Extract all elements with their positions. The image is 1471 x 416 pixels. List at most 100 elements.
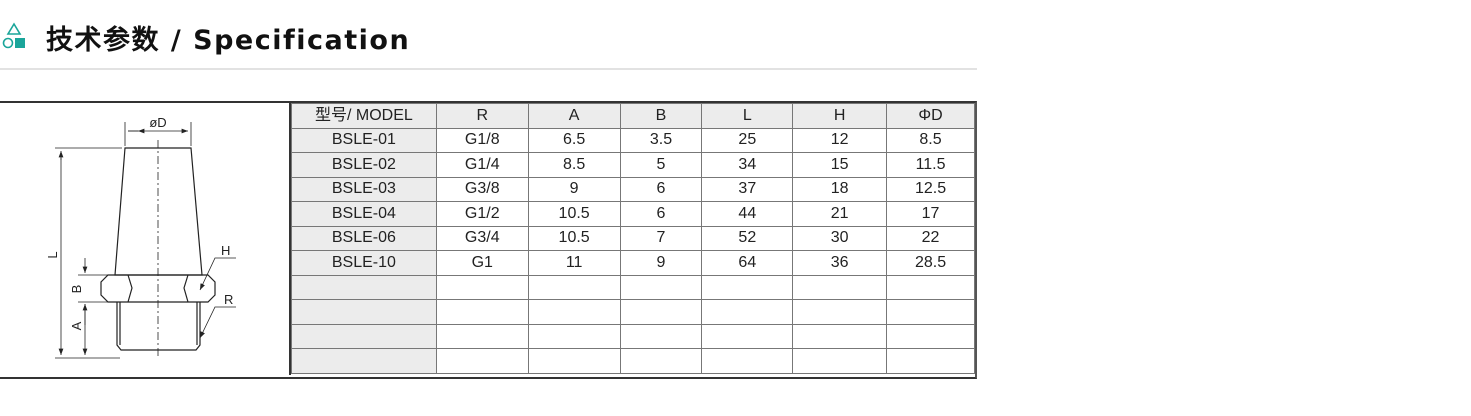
value-cell [619, 348, 703, 374]
table-row: BSLE-01 G1/8 6.5 3.5 25 12 8.5 [291, 127, 975, 153]
spec-panel [0, 101, 977, 379]
value-cell [527, 299, 621, 325]
label-b: B [69, 285, 84, 294]
value-cell [435, 274, 529, 300]
column-header: B [619, 103, 703, 129]
value-cell [435, 299, 529, 325]
value-cell: 52 [701, 225, 794, 251]
model-cell [291, 274, 437, 300]
value-cell: 9 [619, 250, 703, 276]
value-cell: 25 [701, 127, 794, 153]
value-cell [435, 323, 529, 349]
divider [0, 68, 977, 70]
value-cell [886, 274, 975, 300]
cone-body [114, 147, 203, 276]
shapes-icon [2, 22, 25, 49]
value-cell: 8.5 [886, 127, 975, 153]
value-cell [701, 348, 794, 374]
table-row [291, 299, 975, 325]
model-cell: BSLE-04 [291, 201, 437, 227]
value-cell: 6 [619, 176, 703, 202]
value-cell: G1 [435, 250, 529, 276]
value-cell: 28.5 [886, 250, 975, 276]
value-cell: 64 [701, 250, 794, 276]
value-cell: 17 [886, 201, 975, 227]
value-cell: G3/8 [435, 176, 529, 202]
value-cell: 10.5 [527, 225, 621, 251]
value-cell: 15 [792, 152, 888, 178]
value-cell: 7 [619, 225, 703, 251]
value-cell [792, 348, 888, 374]
table-header-row: 型号/ MODEL R A B L H ΦD [291, 103, 975, 129]
value-cell [701, 299, 794, 325]
value-cell [792, 299, 888, 325]
value-cell: 9 [527, 176, 621, 202]
column-header: R [435, 103, 529, 129]
hex-nut [100, 274, 216, 303]
value-cell [792, 274, 888, 300]
value-cell: 6 [619, 201, 703, 227]
model-cell: BSLE-06 [291, 225, 437, 251]
value-cell: 12 [792, 127, 888, 153]
value-cell [527, 323, 621, 349]
label-length: L [45, 251, 60, 258]
value-cell: 21 [792, 201, 888, 227]
value-cell [619, 299, 703, 325]
model-cell: BSLE-01 [291, 127, 437, 153]
label-a: A [69, 321, 84, 330]
value-cell: 22 [886, 225, 975, 251]
value-cell [792, 323, 888, 349]
value-cell [886, 348, 975, 374]
model-cell [291, 348, 437, 374]
thread [116, 302, 201, 351]
spec-table: 型号/ MODEL R A B L H ΦD BSLE-01 G1/8 6.5 3.5 25 12 8.5… [291, 103, 975, 374]
value-cell [701, 323, 794, 349]
label-diameter: øD [149, 115, 166, 130]
label-thread: R [224, 292, 233, 307]
value-cell: G1/4 [435, 152, 529, 178]
table-row: BSLE-02 G1/4 8.5 5 34 15 11.5 [291, 152, 975, 178]
value-cell: G3/4 [435, 225, 529, 251]
value-cell [886, 299, 975, 325]
value-cell: G1/2 [435, 201, 529, 227]
dimension-drawing: øD L B A H R [0, 103, 291, 375]
column-header: 型号/ MODEL [291, 103, 437, 129]
table-row: BSLE-10 G1 11 9 64 36 28.5 [291, 250, 975, 276]
value-cell: 30 [792, 225, 888, 251]
table-row [291, 348, 975, 374]
model-cell: BSLE-02 [291, 152, 437, 178]
table-row: BSLE-04 G1/2 10.5 6 44 21 17 [291, 201, 975, 227]
value-cell [619, 274, 703, 300]
value-cell: 12.5 [886, 176, 975, 202]
value-cell: 37 [701, 176, 794, 202]
value-cell [527, 274, 621, 300]
table-row: BSLE-06 G3/4 10.5 7 52 30 22 [291, 225, 975, 251]
value-cell: 36 [792, 250, 888, 276]
column-header: ΦD [886, 103, 975, 129]
value-cell: 18 [792, 176, 888, 202]
value-cell: 6.5 [527, 127, 621, 153]
value-cell: 11 [527, 250, 621, 276]
column-header: L [701, 103, 794, 129]
page-title: 技术参数 / Specification [46, 25, 411, 56]
table-row [291, 323, 975, 349]
label-hex: H [221, 243, 230, 258]
model-cell: BSLE-03 [291, 176, 437, 202]
value-cell: 3.5 [619, 127, 703, 153]
value-cell [527, 348, 621, 374]
value-cell [619, 323, 703, 349]
value-cell: 5 [619, 152, 703, 178]
value-cell: 34 [701, 152, 794, 178]
model-cell [291, 299, 437, 325]
model-cell [291, 323, 437, 349]
value-cell [701, 274, 794, 300]
value-cell: 11.5 [886, 152, 975, 178]
value-cell: 44 [701, 201, 794, 227]
table-row: BSLE-03 G3/8 9 6 37 18 12.5 [291, 176, 975, 202]
value-cell: G1/8 [435, 127, 529, 153]
value-cell [886, 323, 975, 349]
model-cell: BSLE-10 [291, 250, 437, 276]
value-cell [435, 348, 529, 374]
column-header: A [527, 103, 621, 129]
table-row [291, 274, 975, 300]
